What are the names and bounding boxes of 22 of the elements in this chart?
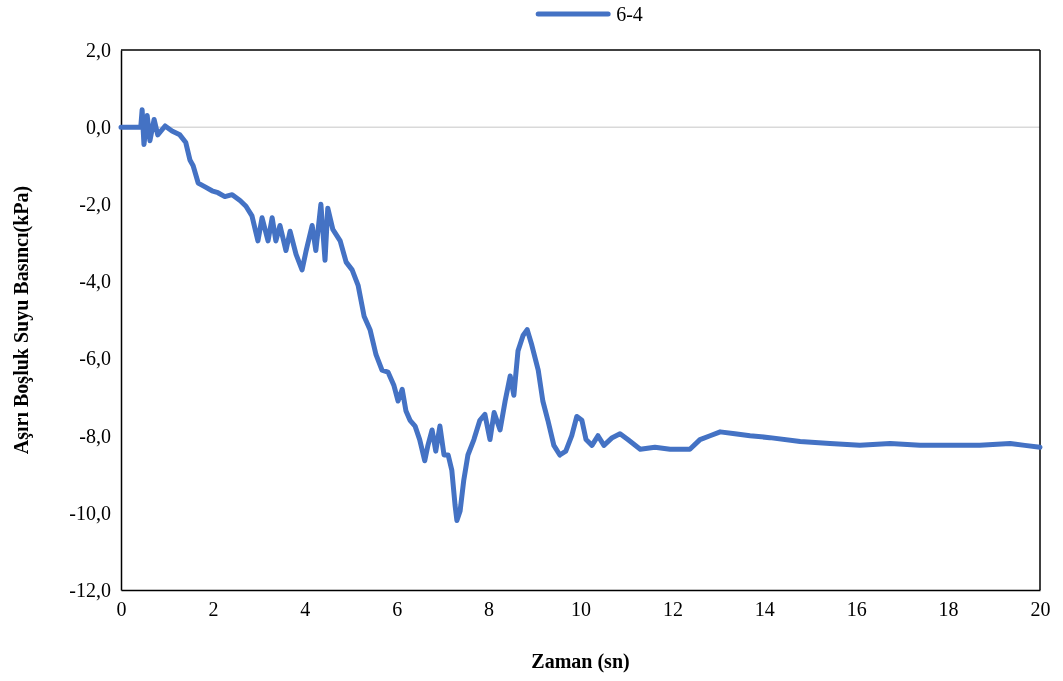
- y-tick-label: 2,0: [86, 38, 111, 61]
- x-tick-label: 6: [392, 598, 403, 621]
- y-tick-label: -12,0: [69, 578, 111, 601]
- y-axis-title: Aşırı Boşluk Suyu Basıncı(kPa): [10, 185, 33, 455]
- y-tick-label: -2,0: [79, 193, 111, 216]
- y-tick-label: -6,0: [79, 347, 111, 370]
- y-tick-label: -8,0: [79, 424, 111, 447]
- x-tick-label: 18: [938, 598, 959, 621]
- x-axis-title: Zaman (sn): [531, 650, 630, 673]
- x-tick-label: 14: [754, 598, 775, 621]
- legend-label: 6-4: [616, 3, 643, 25]
- x-tick-label: 2: [208, 598, 219, 621]
- y-tick-label: 0,0: [86, 116, 111, 139]
- x-tick-label: 20: [1030, 598, 1051, 621]
- x-tick-label: 8: [484, 598, 495, 621]
- x-tick-label: 16: [846, 598, 867, 621]
- x-tick-label: 4: [300, 598, 311, 621]
- y-tick-label: -10,0: [69, 501, 111, 524]
- y-tick-label: -4,0: [79, 270, 111, 293]
- x-tick-label: 0: [116, 598, 127, 621]
- x-tick-label: 10: [571, 598, 591, 621]
- x-tick-label: 12: [662, 598, 683, 621]
